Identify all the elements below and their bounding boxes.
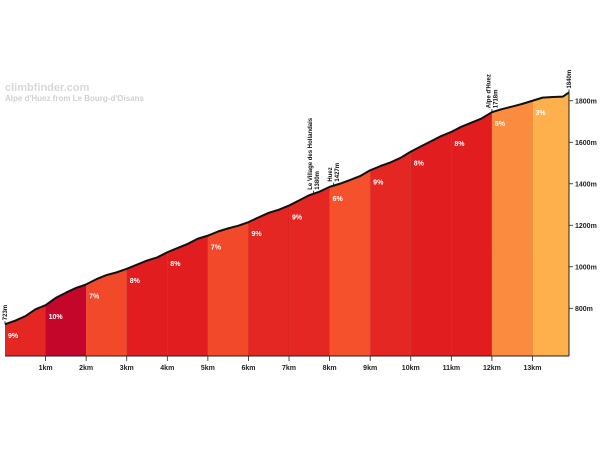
annotation-label: 1718m xyxy=(493,90,499,109)
segment-gradient-label: 9% xyxy=(8,333,19,340)
x-tick-label: 10km xyxy=(402,365,420,372)
axes: 1km 2km 3km 4km 5km 6km 7km 8km 9km 10km 11km 12km 1… xyxy=(5,92,597,372)
segment-gradient-label: 8% xyxy=(170,261,181,268)
annotation-label: 723m xyxy=(3,305,9,320)
y-tick-label: 1200m xyxy=(575,223,597,230)
segment-5 xyxy=(167,235,208,356)
segment-gradient-label: 7% xyxy=(89,293,100,300)
y-tick-label: 1800m xyxy=(575,98,597,105)
landmark-annotations: 723m Le Village des Hollandais 1380m Huez 14… xyxy=(3,70,573,325)
segment-10 xyxy=(370,151,411,356)
profile-outline xyxy=(4,91,570,326)
segment-gradient-label: 7% xyxy=(211,245,222,252)
segment-2 xyxy=(45,284,87,356)
x-tick-label: 7km xyxy=(282,365,296,372)
x-tick-label: 3km xyxy=(120,365,134,372)
chart-title: Alpe d'Huez from Le Bourg-d'Oisans xyxy=(5,94,144,103)
segment-gradient-label: 5% xyxy=(495,121,506,128)
segment-8 xyxy=(289,186,330,356)
y-tick-label: 1000m xyxy=(575,264,597,271)
y-tick-label: 1600m xyxy=(575,140,597,147)
gradient-segments xyxy=(5,92,570,356)
segment-12 xyxy=(451,112,492,356)
x-tick-label: 8km xyxy=(323,365,337,372)
x-tick-label: 5km xyxy=(201,365,215,372)
x-tick-label: 2km xyxy=(79,365,93,372)
segment-14 xyxy=(532,92,569,356)
segment-3 xyxy=(86,268,127,356)
annotation-label: Le Village des Hollandais xyxy=(308,117,314,190)
segment-7 xyxy=(248,205,290,356)
segment-1 xyxy=(5,305,46,356)
segment-gradient-label: 8% xyxy=(414,161,425,168)
segment-6 xyxy=(207,222,249,356)
x-tick-label: 13km xyxy=(524,365,542,372)
segment-gradient-label: 3% xyxy=(535,110,546,117)
y-tick-label: 1400m xyxy=(575,181,597,188)
segment-gradient-label: 9% xyxy=(251,231,262,238)
segment-gradient-label: 9% xyxy=(373,179,384,186)
segment-13 xyxy=(491,100,533,356)
segment-gradient-labels: 9% 10% 7% 8% 8% 7% 9% 9% 6% 9% 8% 8% 5% 3% xyxy=(8,110,546,340)
annotation-label: Alpe d'Huez xyxy=(486,74,492,108)
annotation-label: 1380m xyxy=(315,171,321,190)
site-watermark: climbfinder.com xyxy=(5,82,90,94)
segment-4 xyxy=(126,252,168,356)
segment-gradient-label: 9% xyxy=(292,215,303,222)
annotation-label: 1427m xyxy=(335,163,341,182)
y-tick-label: 800m xyxy=(575,306,593,313)
profile-line xyxy=(4,91,570,326)
segment-gradient-label: 10% xyxy=(49,314,64,321)
segment-11 xyxy=(410,131,452,356)
x-tick-label: 6km xyxy=(241,365,255,372)
annotation-label: 1840m xyxy=(567,70,573,89)
annotation-label: Huez xyxy=(328,167,334,181)
x-tick-label: 11km xyxy=(443,365,461,372)
x-tick-label: 9km xyxy=(363,365,377,372)
x-tick-label: 1km xyxy=(39,365,53,372)
x-tick-label: 4km xyxy=(160,365,174,372)
segment-gradient-label: 6% xyxy=(333,196,344,203)
x-tick-label: 12km xyxy=(483,365,501,372)
segment-gradient-label: 8% xyxy=(454,141,465,148)
segment-9 xyxy=(329,170,371,356)
segment-gradient-label: 8% xyxy=(130,278,141,285)
